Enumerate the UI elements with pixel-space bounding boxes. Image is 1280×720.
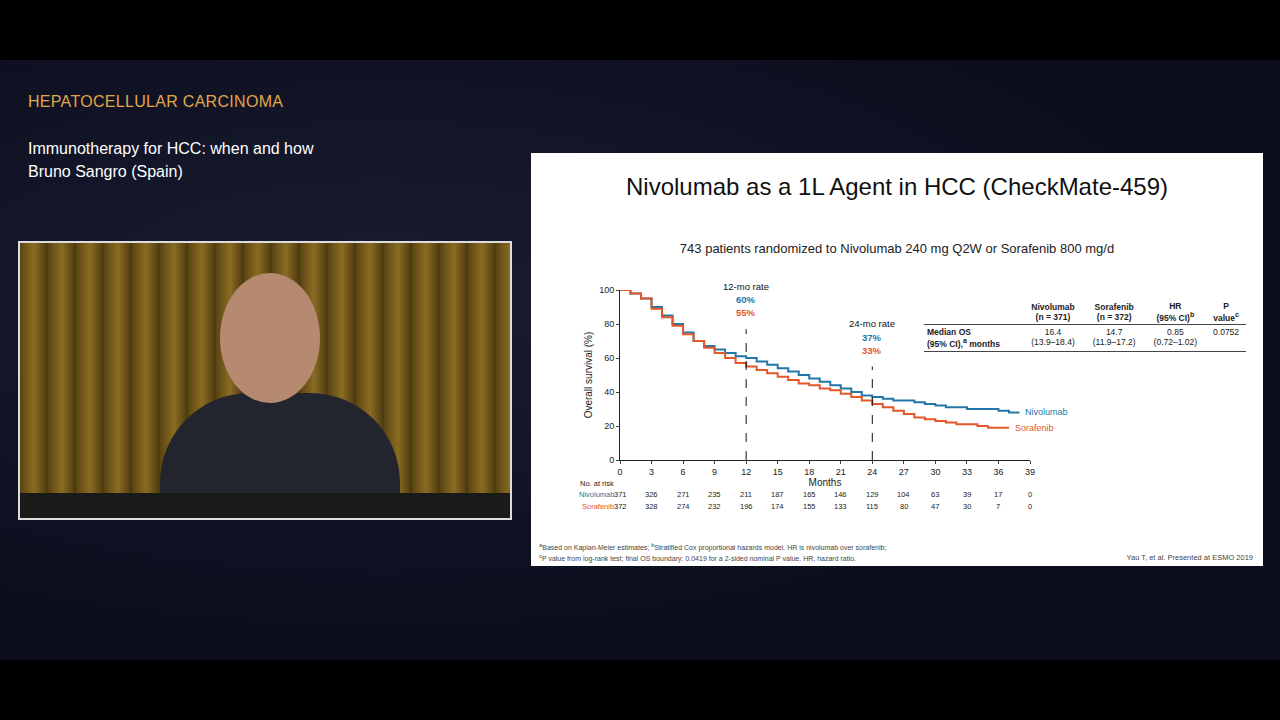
svg-text:47: 47 [931,502,939,511]
html-text:(n = 372): (n = 372) [1096,311,1132,322]
svg-text:Months: Months [809,477,842,488]
svg-text:104: 104 [897,490,910,499]
svg-text:165: 165 [803,490,816,499]
svg-text:63: 63 [931,490,939,499]
svg-text:Sorafenib: Sorafenib [1015,423,1054,433]
svg-text:17: 17 [994,490,1002,499]
html-text:Median OS: Median OS [927,326,971,337]
html-text:(n = 371): (n = 371) [1035,311,1071,322]
html-text:16.4: 16.4 [1044,326,1062,337]
html-text:aBased on Kaplan-Meier estimat: aBased on Kaplan-Meier estimates;bStrati… [539,542,887,552]
svg-text:0: 0 [1028,502,1032,511]
html-text:cP value from log-rank test; f: cP value from log-rank test; final OS bo… [539,553,857,563]
html-text:(0.72–1.02): (0.72–1.02) [1153,336,1198,347]
svg-text:24: 24 [867,467,877,477]
svg-text:39: 39 [963,490,971,499]
svg-text:60: 60 [604,353,614,363]
svg-text:372: 372 [614,502,627,511]
svg-text:30: 30 [963,502,971,511]
svg-text:20: 20 [604,421,614,431]
svg-text:211: 211 [740,490,752,499]
svg-text:33%: 33% [862,345,882,356]
svg-text:39: 39 [1025,467,1035,477]
html-text:(11.9–17.2): (11.9–17.2) [1092,336,1136,347]
svg-text:274: 274 [677,502,690,511]
svg-text:80: 80 [900,502,908,511]
svg-text:60%: 60% [736,294,756,305]
svg-text:36: 36 [993,467,1003,477]
svg-text:129: 129 [866,490,879,499]
svg-text:40: 40 [604,387,614,397]
svg-text:21: 21 [836,467,846,477]
svg-text:115: 115 [866,502,878,511]
svg-text:12: 12 [741,467,751,477]
html-text:HEPATOCELLULAR CARCINOMA: HEPATOCELLULAR CARCINOMA [28,93,284,110]
svg-text:232: 232 [708,502,721,511]
svg-text:24-mo rate: 24-mo rate [849,318,895,329]
svg-text:33: 33 [962,467,972,477]
svg-text:Overall survival (%): Overall survival (%) [583,332,594,419]
svg-text:100: 100 [599,285,614,295]
svg-text:18: 18 [804,467,814,477]
html-text:14.7: 14.7 [1105,326,1123,337]
svg-text:271: 271 [677,490,690,499]
svg-text:55%: 55% [736,307,756,318]
html-text:0.0752: 0.0752 [1213,326,1240,337]
svg-text:328: 328 [645,502,658,511]
svg-text:Nivolumab: Nivolumab [579,490,614,499]
html-text:(13.9–18.4): (13.9–18.4) [1031,336,1075,347]
svg-text:9: 9 [712,467,717,477]
svg-text:371: 371 [614,490,627,499]
html-text:Bruno Sangro (Spain): Bruno Sangro (Spain) [28,163,183,180]
svg-text:235: 235 [708,490,721,499]
svg-text:No. at risk: No. at risk [580,479,614,488]
svg-text:3: 3 [649,467,654,477]
html-text:743 patients randomized to Niv: 743 patients randomized to Nivolumab 240… [679,241,1115,256]
svg-text:326: 326 [645,490,658,499]
svg-text:133: 133 [834,502,847,511]
svg-text:30: 30 [930,467,940,477]
svg-text:196: 196 [740,502,753,511]
html-text:Nivolumab: Nivolumab [1031,301,1075,312]
html-text:P: P [1223,301,1229,311]
html-text:Yau T, et al. Presented at ESM: Yau T, et al. Presented at ESMO 2019 [1126,553,1253,562]
html-text:(95% CI),amonths: (95% CI),amonths [927,336,1000,349]
svg-text:80: 80 [604,319,614,329]
svg-text:27: 27 [899,467,909,477]
svg-text:155: 155 [803,502,816,511]
html-text:valuec: valuec [1213,311,1239,323]
html-text:Sorafenib: Sorafenib [1094,301,1134,312]
svg-text:Nivolumab: Nivolumab [1025,407,1068,417]
html-text:(95% CI)b: (95% CI)b [1156,311,1195,323]
svg-text:37%: 37% [862,332,882,343]
html-text:HR: HR [1169,301,1182,311]
svg-text:174: 174 [771,502,784,511]
svg-text:Sorafenib: Sorafenib [582,502,614,511]
svg-text:0: 0 [617,467,622,477]
svg-text:7: 7 [996,502,1000,511]
svg-text:6: 6 [681,467,686,477]
svg-text:0: 0 [609,455,614,465]
html-text:Nivolumab as a 1L Agent in HCC: Nivolumab as a 1L Agent in HCC (CheckMat… [626,173,1168,200]
svg-text:146: 146 [834,490,847,499]
svg-text:15: 15 [773,467,783,477]
svg-text:12-mo rate: 12-mo rate [723,281,769,292]
html-text:Immunotherapy for HCC: when an: Immunotherapy for HCC: when and how [28,140,314,157]
svg-text:0: 0 [1028,490,1032,499]
html-text:0.85: 0.85 [1167,326,1184,337]
svg-text:187: 187 [771,490,784,499]
